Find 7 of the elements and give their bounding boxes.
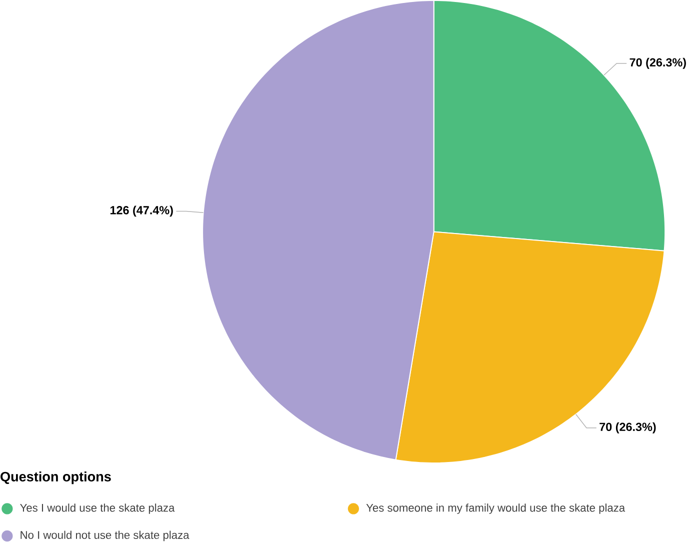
- legend-label: No I would not use the skate plaza: [20, 531, 190, 542]
- data-label: 126 (47.4%): [110, 206, 173, 217]
- legend-label: Yes someone in my family would use the skate plaza: [366, 504, 626, 514]
- data-label: 70 (26.3%): [600, 422, 656, 434]
- data-label: 70 (26.3%): [630, 58, 686, 70]
- legend-title: Question options: [0, 472, 111, 484]
- legend-label: Yes I would use the skate plaza: [20, 504, 175, 514]
